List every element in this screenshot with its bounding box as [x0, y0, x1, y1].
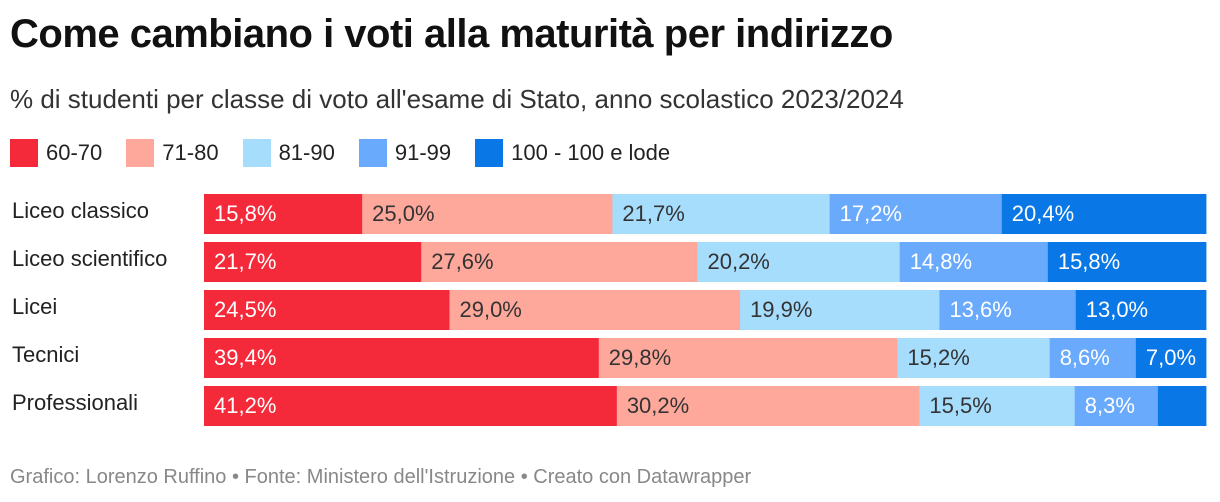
bar-segment [616, 386, 920, 426]
legend-item-71-80: 71-80 [126, 139, 219, 167]
value-label: 15,8% [214, 201, 276, 226]
bar-segment [829, 194, 1003, 234]
legend-label: 60-70 [46, 140, 103, 165]
bar-segment [897, 338, 1051, 378]
legend-item-81-90: 81-90 [242, 139, 335, 167]
legend-item-60-70: 60-70 [10, 139, 102, 167]
bar-segment [1075, 290, 1207, 330]
value-label: 30,2% [627, 393, 689, 418]
category-label: Liceo scientifico [12, 246, 167, 271]
value-label: 41,2% [214, 393, 276, 418]
value-label: 21,7% [214, 249, 276, 274]
bar-segment [1135, 338, 1207, 378]
bar-segment [204, 242, 422, 282]
bar-segment [1001, 194, 1207, 234]
value-label: 39,4% [214, 345, 276, 370]
chart-subtitle: % di studenti per classe di voto all'esa… [10, 84, 904, 114]
category-label: Liceo classico [12, 198, 149, 223]
bar-row: Licei 24,5% 29,0% 19,9% 13,6% 13,0% [12, 290, 1207, 330]
value-label: 8,6% [1060, 345, 1110, 370]
value-label: 29,0% [459, 297, 521, 322]
bar-segment [899, 242, 1049, 282]
legend-swatch [475, 139, 504, 167]
chart-footer: Grafico: Lorenzo Ruffino • Fonte: Minist… [10, 466, 752, 488]
bar-segment [204, 386, 618, 426]
bar-segment [362, 194, 613, 234]
value-label: 25,0% [372, 201, 434, 226]
legend: 60-70 71-80 81-90 91-99 100 - 100 e lode [10, 138, 694, 168]
value-label: 24,5% [214, 297, 276, 322]
category-label: Licei [12, 294, 57, 319]
legend-swatch [126, 139, 155, 167]
legend-label: 71-80 [162, 140, 219, 165]
bar-segment [598, 338, 898, 378]
value-label: 8,3% [1085, 393, 1135, 418]
stacked-bar-chart: Liceo classico 15,8% 25,0% 21,7% 17,2% 20,4%L… [12, 194, 1207, 426]
bar-segment [1047, 242, 1207, 282]
bar-segment [204, 338, 600, 378]
bar-segment [939, 290, 1077, 330]
bar-row: Tecnici 39,4% 29,8% 15,2% 8,6% 7,0% [12, 338, 1207, 378]
value-label: 27,6% [431, 249, 493, 274]
value-label: 13,6% [949, 297, 1011, 322]
bar-segment [919, 386, 1076, 426]
bar-segment [204, 290, 450, 330]
legend-label: 100 - 100 e lode [511, 140, 671, 165]
value-label: 19,9% [750, 297, 812, 322]
value-label: 13,0% [1086, 297, 1148, 322]
legend-swatch [242, 139, 271, 167]
bar-segment [612, 194, 831, 234]
legend-swatch [10, 139, 38, 167]
bar-segment [1049, 338, 1137, 378]
bar-segment [697, 242, 901, 282]
value-label: 29,8% [609, 345, 671, 370]
bar-segment [740, 290, 940, 330]
bar-row: Professionali 41,2% 30,2% 15,5% 8,3% [12, 386, 1207, 426]
value-label: 14,8% [910, 249, 972, 274]
bar-segment [421, 242, 698, 282]
bar-segment [1157, 386, 1207, 426]
value-label: 15,2% [907, 345, 969, 370]
value-label: 20,2% [707, 249, 769, 274]
bar-segment [449, 290, 741, 330]
category-label: Professionali [12, 390, 138, 415]
legend-item-91-99: 91-99 [358, 139, 452, 167]
bar-row: Liceo classico 15,8% 25,0% 21,7% 17,2% 20,4% [12, 194, 1207, 234]
value-label: 21,7% [622, 201, 684, 226]
category-label: Tecnici [12, 342, 79, 367]
legend-label: 81-90 [278, 140, 335, 165]
bar-row: Liceo scientifico 21,7% 27,6% 20,2% 14,8% 15,… [12, 242, 1207, 282]
bar-segment [1074, 386, 1159, 426]
bar-segment [204, 194, 363, 234]
legend-label: 91-99 [394, 140, 452, 165]
legend-item-100-lode: 100 - 100 e lode [475, 139, 670, 167]
chart-title: Come cambiano i voti alla maturità per i… [10, 12, 893, 56]
value-label: 7,0% [1146, 345, 1196, 370]
value-label: 15,5% [929, 393, 991, 418]
legend-swatch [358, 139, 387, 167]
value-label: 15,8% [1058, 249, 1120, 274]
value-label: 20,4% [1012, 201, 1074, 226]
value-label: 17,2% [840, 201, 902, 226]
